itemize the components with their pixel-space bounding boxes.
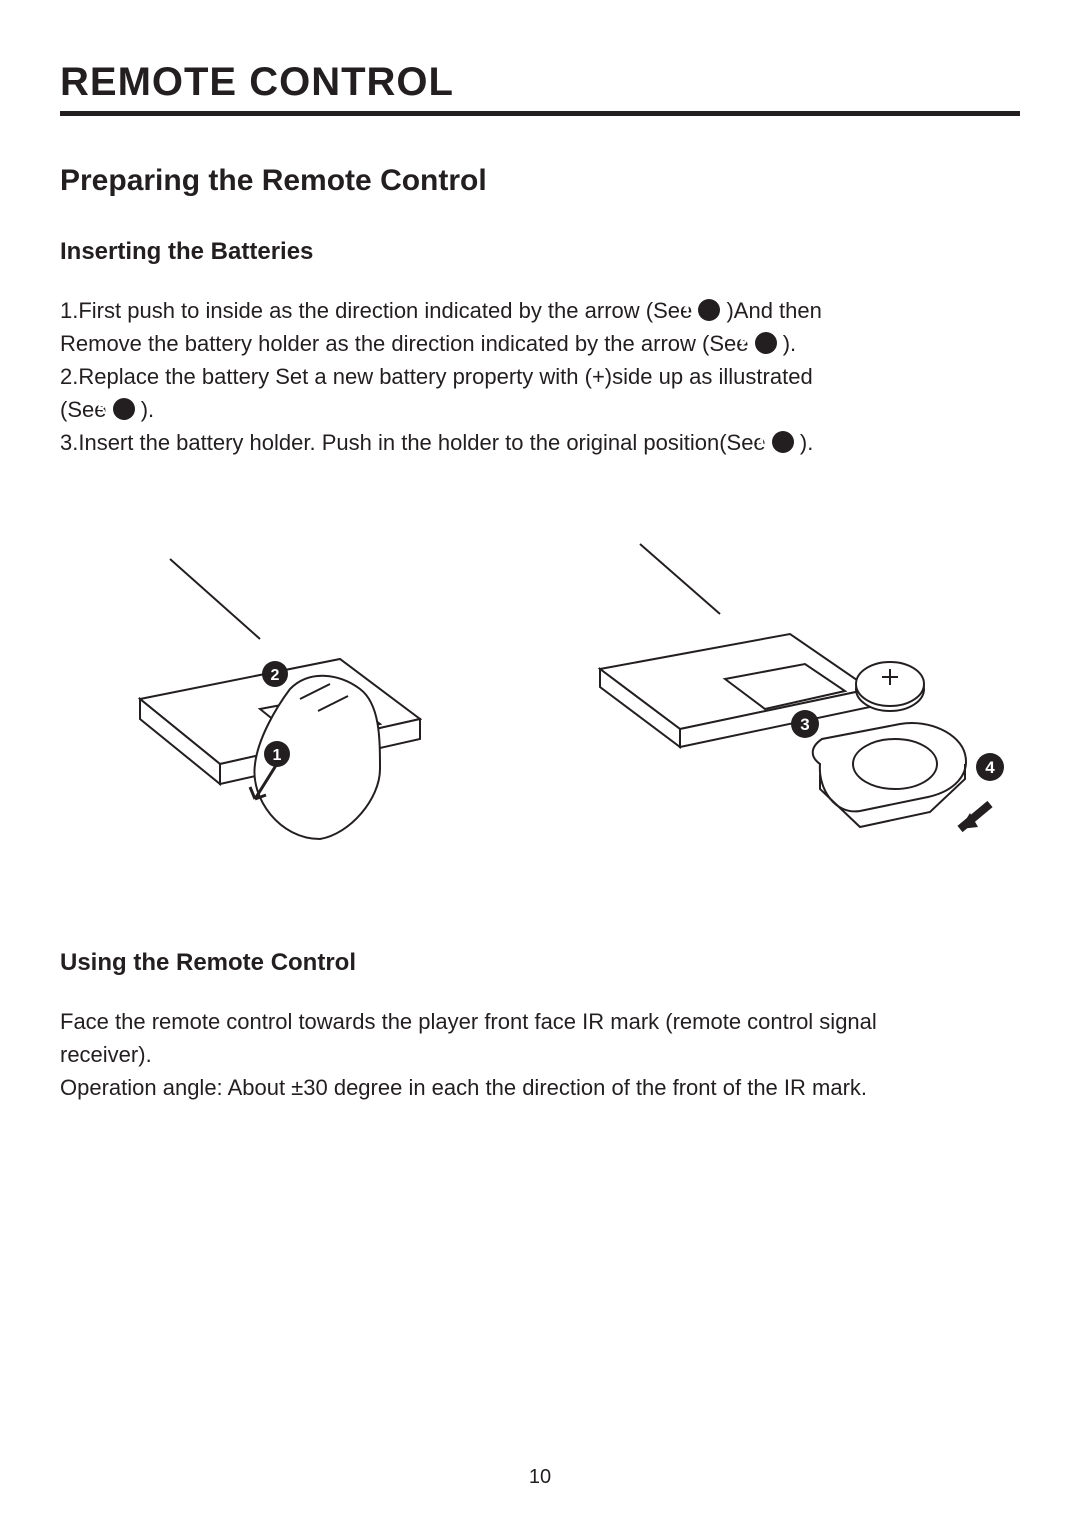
using-title: Using the Remote Control [60, 949, 1020, 977]
inserting-title: Inserting the Batteries [60, 238, 1020, 266]
page-title: REMOTE CONTROL [60, 60, 1020, 116]
using-text-block: Face the remote control towards the play… [60, 1005, 1020, 1104]
callout-4-icon: 4 [772, 431, 794, 453]
step-1b-text: )And then [726, 298, 821, 323]
step-1c-text: Remove the battery holder as the directi… [60, 331, 755, 356]
step-3b-text: ). [800, 430, 813, 455]
step-3a-text: 3.Insert the battery holder. Push in the… [60, 430, 772, 455]
diagram-left: 2 1 [60, 519, 520, 879]
svg-text:3: 3 [800, 715, 809, 734]
step-2-line-2: (See 3 ). [60, 393, 1020, 426]
step-1-line-1: 1.First push to inside as the direction … [60, 294, 1020, 327]
step-2c-text: ). [141, 397, 154, 422]
callout-1-icon: 1 [698, 299, 720, 321]
step-1d-text: ). [783, 331, 796, 356]
using-line-3: Operation angle: About ±30 degree in eac… [60, 1071, 1020, 1104]
using-line-1: Face the remote control towards the play… [60, 1005, 1020, 1038]
section-title: Preparing the Remote Control [60, 164, 1020, 198]
battery-remove-icon: 2 1 [80, 539, 500, 859]
callout-2-icon: 2 [755, 332, 777, 354]
page-number: 10 [0, 1466, 1080, 1489]
svg-text:1: 1 [273, 747, 282, 764]
callout-3-icon: 3 [113, 398, 135, 420]
battery-insert-icon: 3 4 [560, 529, 1020, 869]
svg-text:2: 2 [271, 667, 280, 684]
diagram-area: 2 1 [60, 519, 1020, 879]
svg-text:4: 4 [985, 758, 995, 777]
diagram-right: 3 4 [560, 519, 1020, 879]
step-2-line-1: 2.Replace the battery Set a new battery … [60, 360, 1020, 393]
step-1a-text: 1.First push to inside as the direction … [60, 298, 698, 323]
using-section: Using the Remote Control Face the remote… [60, 949, 1020, 1104]
instructions-list: 1.First push to inside as the direction … [60, 294, 1020, 459]
step-1-line-2: Remove the battery holder as the directi… [60, 327, 1020, 360]
step-3-line-1: 3.Insert the battery holder. Push in the… [60, 426, 1020, 459]
using-line-2: receiver). [60, 1038, 1020, 1071]
